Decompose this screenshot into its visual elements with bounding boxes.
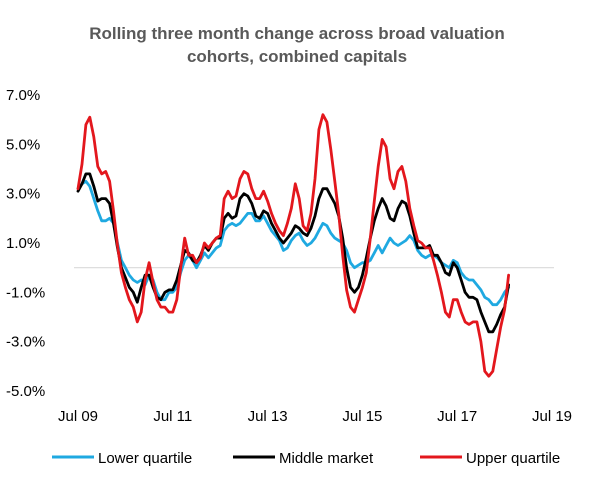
x-tick-label: Jul 17 [437, 408, 477, 425]
y-tick-label: 1.0% [6, 235, 40, 252]
series-line-upper-quartile [76, 113, 510, 378]
y-tick-label: -3.0% [6, 334, 45, 351]
x-axis: Jul 09 Jul 11 Jul 13 Jul 15 Jul 17 Jul 19 [58, 408, 572, 425]
x-tick-label: Jul 09 [58, 408, 98, 425]
y-tick-label: 7.0% [6, 87, 40, 104]
y-tick-label: -1.0% [6, 284, 45, 301]
y-axis: 7.0% 5.0% 3.0% 1.0% -1.0% -3.0% -5.0% [6, 87, 45, 400]
chart-title-line-2: cohorts, combined capitals [187, 47, 407, 66]
x-tick-label: Jul 15 [342, 408, 382, 425]
series-lines [76, 113, 510, 378]
y-tick-label: 3.0% [6, 186, 40, 203]
legend: Lower quartile Middle market Upper quartil… [52, 450, 560, 467]
y-tick-label: -5.0% [6, 383, 45, 400]
y-tick-label: 5.0% [6, 136, 40, 153]
x-tick-label: Jul 11 [153, 408, 192, 425]
chart-title-line-1: Rolling three month change across broad … [89, 24, 505, 43]
legend-label: Lower quartile [98, 450, 192, 467]
series-line-middle-market [76, 172, 510, 334]
legend-label: Middle market [279, 450, 374, 467]
x-tick-label: Jul 19 [532, 408, 572, 425]
x-tick-label: Jul 13 [248, 408, 288, 425]
legend-label: Upper quartile [466, 450, 560, 467]
